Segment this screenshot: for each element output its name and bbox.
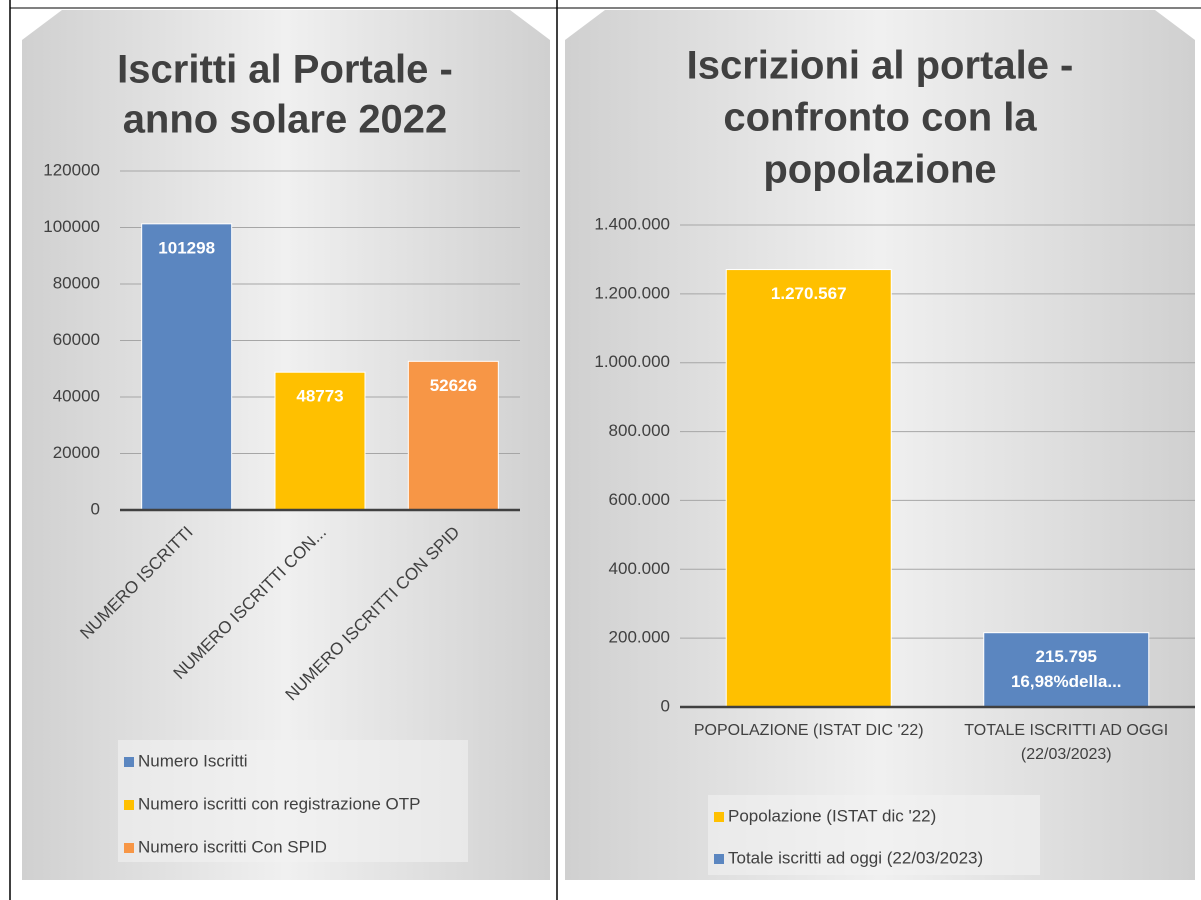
legend-label: Totale iscritti ad oggi (22/03/2023)	[728, 848, 983, 867]
y-tick-label: 800.000	[609, 421, 670, 440]
y-tick-label: 0	[91, 499, 100, 518]
corner	[565, 10, 605, 40]
chart-title: confronto con la	[723, 96, 1037, 140]
y-tick-label: 80000	[53, 273, 100, 292]
x-tick-label-box: POPOLAZIONE (ISTAT DIC '22)	[693, 722, 924, 739]
y-tick-label: 200.000	[609, 628, 670, 647]
y-tick-label: 40000	[53, 386, 100, 405]
legend-label: Numero Iscritti	[138, 751, 248, 770]
chart-title: Iscritti al Portale -	[117, 48, 453, 92]
legend-swatch	[124, 757, 134, 767]
legend-swatch	[124, 843, 134, 853]
y-tick-label: 600.000	[609, 490, 670, 509]
bar	[725, 269, 892, 708]
legend-label: Numero iscritti con registrazione OTP	[138, 794, 420, 813]
y-tick-label: 120000	[43, 160, 100, 179]
data-label: 52626	[430, 376, 477, 395]
bar	[274, 371, 366, 511]
corner	[1155, 10, 1195, 40]
bar	[141, 223, 233, 511]
data-label: 1.270.567	[771, 284, 847, 303]
legend-label: Numero iscritti Con SPID	[138, 837, 327, 856]
legend	[708, 795, 1040, 875]
chart-title: Iscrizioni al portale -	[687, 44, 1074, 88]
x-tick-label: TOTALE ISCRITTI AD OGGI (22/03/2023)	[964, 722, 1169, 763]
legend-label: Popolazione (ISTAT dic '22)	[728, 806, 936, 825]
y-tick-label: 60000	[53, 330, 100, 349]
corner	[510, 10, 550, 40]
y-tick-label: 1.200.000	[594, 283, 670, 302]
chart-title: popolazione	[763, 148, 996, 192]
y-tick-label: 100000	[43, 217, 100, 236]
data-label: 101298	[158, 238, 215, 257]
bar	[407, 360, 499, 511]
annotation: 16,98%della...	[1011, 672, 1122, 691]
chart-title: anno solare 2022	[123, 98, 448, 142]
x-tick-label-box: TOTALE ISCRITTI AD OGGI (22/03/2023)	[964, 722, 1169, 763]
legend-swatch	[714, 812, 724, 822]
y-tick-label: 1.400.000	[594, 214, 670, 233]
bar	[983, 632, 1150, 708]
legend-swatch	[714, 854, 724, 864]
corner	[22, 10, 62, 40]
y-tick-label: 20000	[53, 443, 100, 462]
y-tick-label: 1.000.000	[594, 352, 670, 371]
y-tick-label: 400.000	[609, 559, 670, 578]
x-tick-label: POPOLAZIONE (ISTAT DIC '22)	[693, 722, 924, 739]
legend	[118, 740, 468, 862]
legend-swatch	[124, 800, 134, 810]
y-tick-label: 0	[661, 696, 670, 715]
data-label: 48773	[296, 387, 343, 406]
data-label: 215.795	[1036, 647, 1097, 666]
